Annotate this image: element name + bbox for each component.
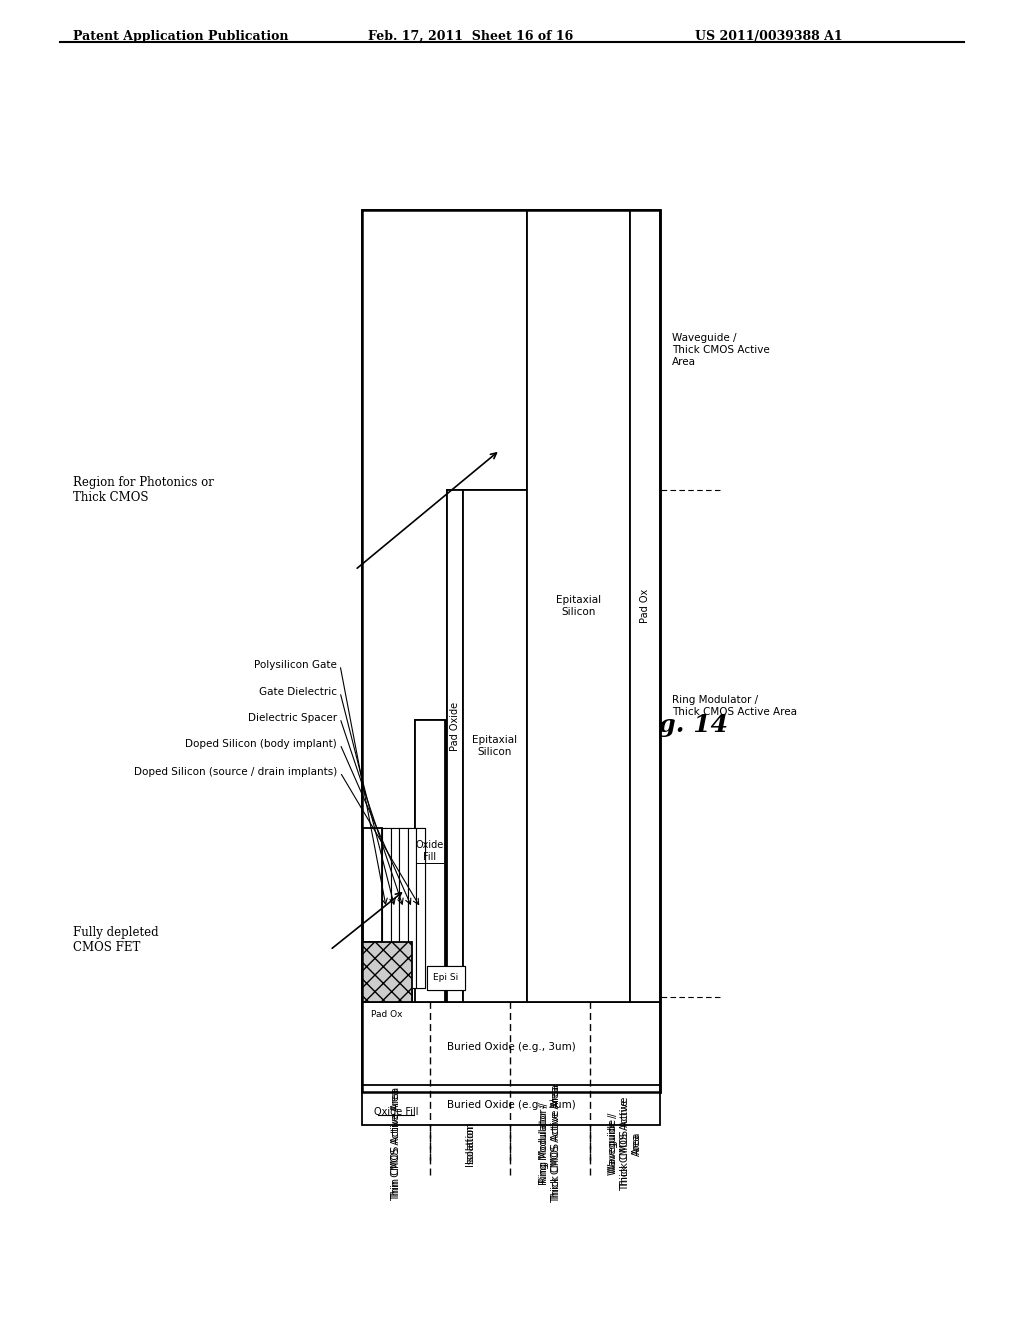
- Text: Epi Si: Epi Si: [433, 974, 459, 982]
- Bar: [399, 828, 408, 987]
- Bar: [408, 828, 417, 987]
- Bar: [417, 828, 425, 987]
- Text: Buried Oxide (e.g., 3um): Buried Oxide (e.g., 3um): [446, 1100, 575, 1110]
- Text: Fully depleted
CMOS FET: Fully depleted CMOS FET: [73, 927, 159, 954]
- Text: Waveguide /
Thick CMOS Active
Area: Waveguide / Thick CMOS Active Area: [608, 1100, 642, 1191]
- Text: Gate Dielectric: Gate Dielectric: [259, 686, 337, 697]
- Text: Dielectric Spacer: Dielectric Spacer: [248, 713, 337, 723]
- Text: Ring Modulator /
Thick CMOS Active Area: Ring Modulator / Thick CMOS Active Area: [540, 1084, 561, 1201]
- Text: Fig. 14: Fig. 14: [632, 713, 728, 737]
- Text: Ring Modulator /
Thick CMOS Active Area: Ring Modulator / Thick CMOS Active Area: [540, 1086, 561, 1204]
- Polygon shape: [362, 210, 660, 1002]
- Bar: [362, 942, 412, 1002]
- Text: Epitaxial
Silicon: Epitaxial Silicon: [556, 595, 601, 616]
- Text: Buried Oxide (e.g., 3um): Buried Oxide (e.g., 3um): [446, 1041, 575, 1052]
- Bar: [390, 828, 399, 987]
- Text: Doped Silicon (body implant): Doped Silicon (body implant): [185, 739, 337, 748]
- Bar: [427, 966, 465, 990]
- Text: Doped Silicon (source / drain implants): Doped Silicon (source / drain implants): [134, 767, 337, 777]
- Bar: [362, 1002, 660, 1092]
- Text: Epi Si: Epi Si: [433, 974, 459, 982]
- Text: Feb. 17, 2011  Sheet 16 of 16: Feb. 17, 2011 Sheet 16 of 16: [368, 30, 573, 44]
- Bar: [390, 828, 399, 987]
- Text: Region for Photonics or
Thick CMOS: Region for Photonics or Thick CMOS: [73, 477, 214, 504]
- Bar: [362, 942, 412, 1002]
- Text: Ring Modulator /
Thick CMOS Active Area: Ring Modulator / Thick CMOS Active Area: [672, 696, 797, 717]
- Bar: [408, 828, 417, 987]
- Text: Thin CMOS Active Area: Thin CMOS Active Area: [391, 1089, 401, 1201]
- Text: Thin CMOS Active Area: Thin CMOS Active Area: [391, 1086, 401, 1199]
- Text: Oxide
Fill: Oxide Fill: [416, 841, 444, 862]
- Text: Oxide Fill: Oxide Fill: [374, 1107, 418, 1117]
- Text: Isolation: Isolation: [465, 1125, 475, 1166]
- Bar: [415, 719, 445, 1002]
- Bar: [447, 490, 463, 1002]
- Text: US 2011/0039388 A1: US 2011/0039388 A1: [695, 30, 843, 44]
- Text: Polysilicon Gate: Polysilicon Gate: [254, 660, 337, 671]
- Bar: [527, 210, 630, 1002]
- Text: Waveguide /
Thick CMOS Active
Area: Waveguide / Thick CMOS Active Area: [672, 334, 770, 367]
- Bar: [630, 210, 660, 1002]
- Bar: [463, 490, 527, 1002]
- Bar: [427, 966, 465, 990]
- Text: Pad Ox: Pad Ox: [640, 589, 650, 623]
- Bar: [417, 828, 425, 987]
- Text: Pad Oxide: Pad Oxide: [450, 701, 460, 751]
- Bar: [362, 210, 660, 1092]
- Bar: [382, 828, 390, 987]
- Bar: [399, 828, 408, 987]
- Text: Waveguide /
Thick CMOS Active
Area: Waveguide / Thick CMOS Active Area: [608, 1097, 642, 1188]
- Text: Pad Ox: Pad Ox: [372, 1010, 402, 1019]
- Text: Epitaxial
Silicon: Epitaxial Silicon: [472, 735, 517, 756]
- Bar: [382, 828, 390, 987]
- Text: Patent Application Publication: Patent Application Publication: [73, 30, 289, 44]
- Bar: [362, 1085, 660, 1125]
- Bar: [362, 987, 425, 1002]
- Bar: [362, 210, 660, 1092]
- Text: Isolation: Isolation: [465, 1122, 475, 1163]
